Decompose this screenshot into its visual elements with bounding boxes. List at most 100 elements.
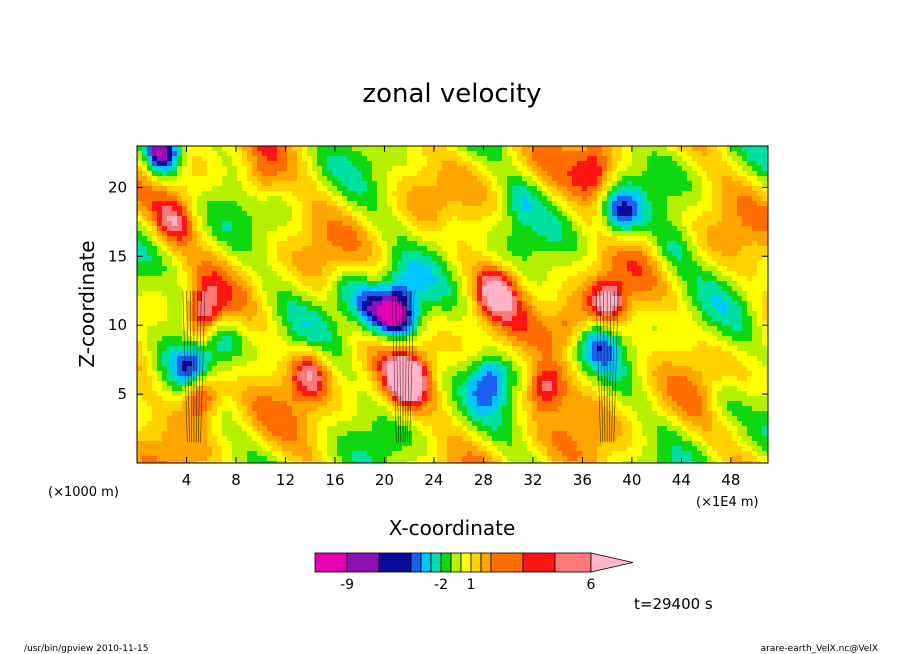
contour-cell xyxy=(722,146,728,152)
contour-cell xyxy=(297,206,303,212)
contour-cell xyxy=(302,206,308,212)
contour-cell xyxy=(482,146,488,152)
contour-cell xyxy=(427,146,433,152)
contour-cell xyxy=(252,326,258,332)
contour-cell xyxy=(257,281,263,287)
contour-cell xyxy=(717,296,723,302)
contour-cell xyxy=(447,196,453,202)
contour-cell xyxy=(217,171,223,177)
contour-cell xyxy=(177,241,183,247)
contour-cell xyxy=(627,146,633,152)
contour-cell xyxy=(352,306,358,312)
contour-cell xyxy=(577,316,583,322)
contour-cell xyxy=(167,201,173,207)
contour-cell xyxy=(207,281,213,287)
contour-cell xyxy=(267,291,273,297)
contour-cell xyxy=(427,186,433,192)
contour-cell xyxy=(752,226,758,232)
contour-cell xyxy=(587,256,593,262)
contour-cell xyxy=(277,301,283,307)
contour-cell xyxy=(662,166,668,172)
contour-cell xyxy=(522,196,528,202)
contour-cell xyxy=(702,156,708,162)
contour-cell xyxy=(702,266,708,272)
contour-cell xyxy=(172,241,178,247)
contour-cell xyxy=(452,281,458,287)
contour-cell xyxy=(232,281,238,287)
contour-cell xyxy=(342,321,348,327)
contour-cell xyxy=(437,186,443,192)
contour-cell xyxy=(577,291,583,297)
contour-cell xyxy=(212,261,218,267)
contour-cell xyxy=(152,271,158,277)
contour-cell xyxy=(162,316,168,322)
contour-cell xyxy=(677,296,683,302)
contour-cell xyxy=(637,226,643,232)
contour-cell xyxy=(332,286,338,292)
contour-cell xyxy=(387,206,393,212)
contour-cell xyxy=(347,146,353,152)
contour-cell xyxy=(392,301,398,307)
contour-cell xyxy=(257,221,263,227)
contour-cell xyxy=(542,146,548,152)
contour-cell xyxy=(652,216,658,222)
contour-cell xyxy=(137,211,143,217)
contour-cell xyxy=(517,256,523,262)
contour-cell xyxy=(627,246,633,252)
contour-cell xyxy=(407,206,413,212)
contour-cell xyxy=(487,196,493,202)
contour-cell xyxy=(547,336,553,342)
contour-cell xyxy=(652,321,658,327)
contour-cell xyxy=(287,216,293,222)
contour-cell xyxy=(702,276,708,282)
contour-cell xyxy=(627,261,633,267)
contour-cell xyxy=(267,181,273,187)
contour-cell xyxy=(567,206,573,212)
contour-cell xyxy=(672,286,678,292)
contour-cell xyxy=(212,241,218,247)
contour-cell xyxy=(292,226,298,232)
contour-cell xyxy=(292,276,298,282)
contour-cell xyxy=(322,341,328,347)
contour-cell xyxy=(627,291,633,297)
contour-cell xyxy=(702,211,708,217)
contour-cell xyxy=(222,181,228,187)
contour-cell xyxy=(252,166,258,172)
contour-cell xyxy=(412,266,418,272)
contour-cell xyxy=(637,326,643,332)
contour-cell xyxy=(537,271,543,277)
contour-cell xyxy=(632,146,638,152)
contour-cell xyxy=(472,231,478,237)
contour-cell xyxy=(642,216,648,222)
contour-cell xyxy=(557,321,563,327)
contour-cell xyxy=(612,306,618,312)
contour-cell xyxy=(652,271,658,277)
contour-cell xyxy=(452,276,458,282)
contour-cell xyxy=(317,196,323,202)
contour-cell xyxy=(617,156,623,162)
contour-cell xyxy=(627,181,633,187)
contour-cell xyxy=(387,276,393,282)
contour-cell xyxy=(747,231,753,237)
contour-cell xyxy=(417,226,423,232)
contour-cell xyxy=(727,281,733,287)
contour-cell xyxy=(342,231,348,237)
contour-cell xyxy=(527,301,533,307)
contour-cell xyxy=(302,186,308,192)
contour-cell xyxy=(542,161,548,167)
contour-cell xyxy=(577,261,583,267)
contour-cell xyxy=(747,271,753,277)
contour-cell xyxy=(142,201,148,207)
contour-cell xyxy=(422,316,428,322)
contour-cell xyxy=(647,201,653,207)
contour-cell xyxy=(342,251,348,257)
contour-cell xyxy=(187,176,193,182)
contour-cell xyxy=(247,246,253,252)
contour-cell xyxy=(687,206,693,212)
contour-cell xyxy=(352,291,358,297)
contour-cell xyxy=(277,191,283,197)
contour-cell xyxy=(712,301,718,307)
contour-cell xyxy=(267,286,273,292)
contour-cell xyxy=(697,261,703,267)
contour-cell xyxy=(157,181,163,187)
